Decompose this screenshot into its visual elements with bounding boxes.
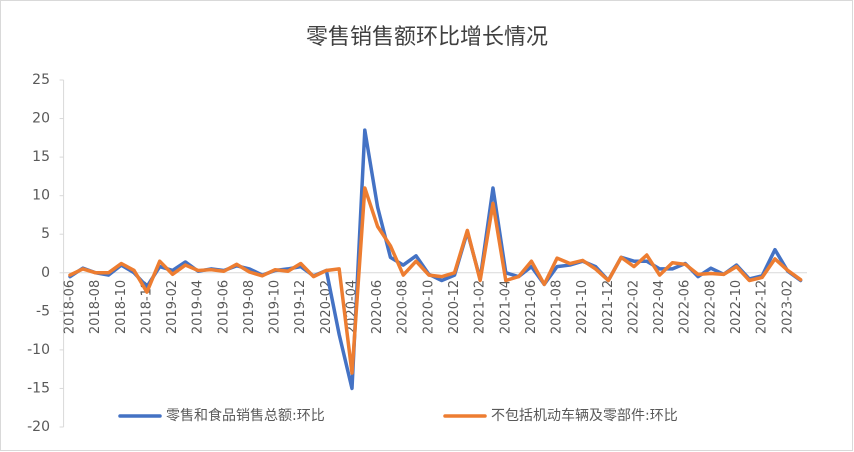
x-tick-label: 2022-12: [755, 280, 770, 334]
x-tick-label: 2020-06: [370, 280, 385, 334]
x-tick-label: 2021-08: [550, 280, 565, 334]
x-tick-label: 2021-06: [524, 280, 539, 334]
legend-label: 不包括机动车辆及零部件:环比: [491, 407, 678, 424]
x-tick-label: 2022-02: [626, 280, 641, 334]
x-tick-label: 2022-10: [729, 280, 744, 334]
x-tick-label: 2022-06: [678, 280, 693, 334]
y-tick-label: 20: [32, 111, 50, 127]
legend-label: 零售和食品销售总额:环比: [166, 407, 325, 424]
series-line: [68, 186, 803, 375]
x-tick-label: 2019-04: [191, 280, 206, 334]
x-tick-label: 2019-10: [268, 280, 283, 334]
x-tick-label: 2018-08: [88, 280, 103, 334]
x-tick-label: 2019-08: [242, 280, 257, 334]
y-tick-label: -15: [27, 380, 50, 396]
y-tick-label: -10: [27, 342, 50, 358]
x-tick-label: 2022-08: [703, 280, 718, 334]
y-tick-label: 10: [32, 188, 50, 204]
x-tick-label: 2022-04: [652, 280, 667, 334]
x-tick-label: 2019-12: [293, 280, 308, 334]
y-tick-label: -20: [27, 419, 50, 435]
x-tick-label: 2018-12: [139, 280, 154, 334]
x-tick-label: 2019-02: [165, 280, 180, 334]
x-tick-label: 2019-06: [216, 280, 231, 334]
x-tick-label: 2023-02: [780, 280, 795, 334]
x-tick-label: 2020-12: [447, 280, 462, 334]
y-tick-label: 0: [41, 265, 50, 281]
y-tick-label: 25: [32, 72, 50, 88]
x-tick-label: 2020-08: [396, 280, 411, 334]
x-tick-label: 2021-02: [473, 280, 488, 334]
y-tick-label: 15: [32, 149, 50, 165]
x-tick-label: 2021-04: [498, 280, 513, 334]
y-tick-label: -5: [36, 303, 50, 319]
chart-title: 零售销售额环比增长情况: [306, 25, 548, 50]
x-tick-label: 2021-10: [575, 280, 590, 334]
y-tick-label: 5: [41, 226, 50, 242]
x-tick-label: 2018-10: [114, 280, 129, 334]
x-tick-label: 2018-06: [63, 280, 78, 334]
x-tick-label: 2021-12: [601, 280, 616, 334]
x-tick-label: 2020-10: [421, 280, 436, 334]
